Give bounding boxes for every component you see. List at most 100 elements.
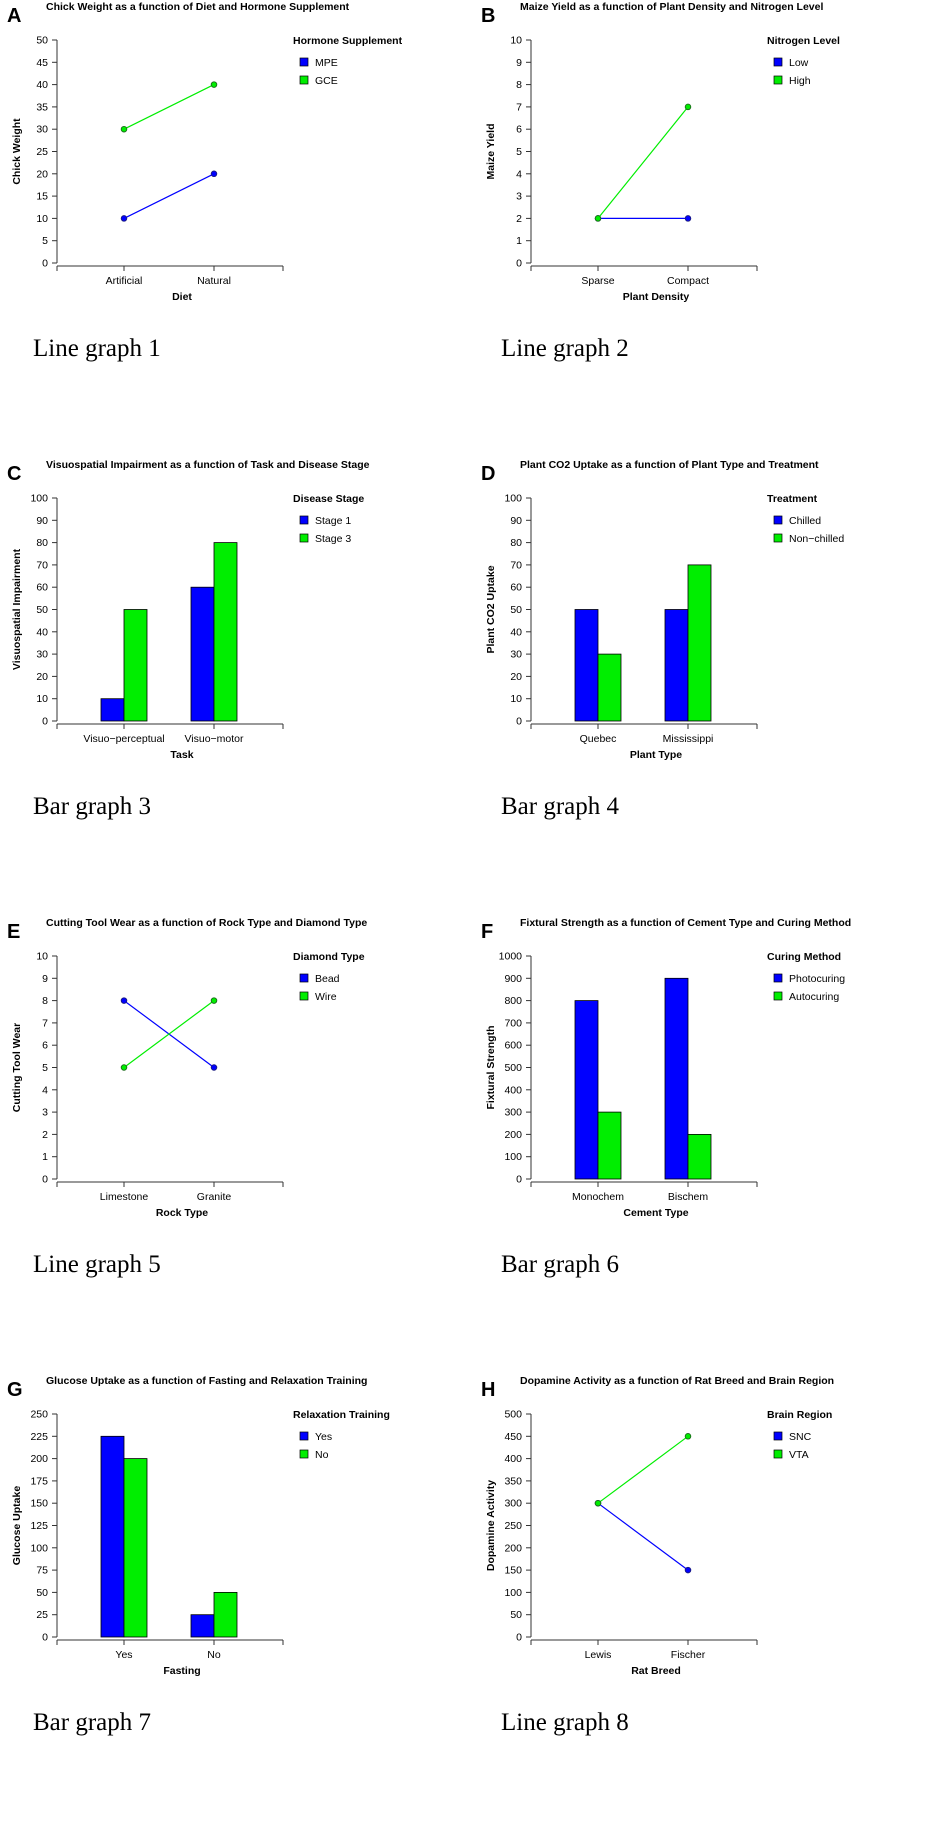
chart-panel-g: G Glucose Uptake as a function of Fasting… <box>0 1374 474 1832</box>
bar-f-s1-c1 <box>574 1000 599 1180</box>
y-axis-label: Maize Yield <box>485 123 497 179</box>
x-tick-label: No <box>207 1649 221 1661</box>
point-e-s2-c2 <box>210 997 218 1004</box>
x-axis-label: Rock Type <box>156 1207 208 1219</box>
y-tick-label: 20 <box>510 671 522 683</box>
legend-swatch-2 <box>773 1449 783 1459</box>
y-tick-label: 150 <box>30 1498 48 1510</box>
legend-swatch-1 <box>299 515 309 525</box>
legend-label: High <box>789 75 811 87</box>
legend-swatch-1 <box>773 515 783 525</box>
x-axis-label: Plant Type <box>630 749 682 761</box>
y-tick-label: 75 <box>36 1565 48 1577</box>
y-tick-label: 25 <box>36 1609 48 1621</box>
y-axis-label: Cutting Tool Wear <box>11 1023 23 1112</box>
y-tick-label: 9 <box>42 973 48 985</box>
chart-title: Cutting Tool Wear as a function of Rock … <box>46 917 367 929</box>
bar-g-s2-c2 <box>213 1591 238 1638</box>
y-tick-label: 3 <box>516 191 522 203</box>
y-tick-label: 0 <box>516 1632 522 1644</box>
y-tick-label: 5 <box>516 146 522 158</box>
x-tick-label: Visuo−perceptual <box>83 733 164 745</box>
bar-d-s1-c1 <box>574 609 599 722</box>
series-line-1 <box>123 173 215 219</box>
y-tick-label: 200 <box>504 1129 522 1141</box>
x-axis-label: Fasting <box>163 1665 200 1677</box>
y-tick-label: 5 <box>42 1062 48 1074</box>
chart-panel-h: H Dopamine Activity as a function of Rat … <box>474 1374 948 1832</box>
y-tick-label: 90 <box>36 515 48 527</box>
chart-panel-a: A Chick Weight as a function of Diet and … <box>0 0 474 458</box>
legend-swatch-2 <box>773 533 783 543</box>
bar-g-s2-c1 <box>123 1458 148 1638</box>
y-tick-label: 30 <box>510 649 522 661</box>
chart-svg: G Glucose Uptake as a function of Fasting… <box>7 1375 390 1736</box>
legend-title: Brain Region <box>767 1409 832 1421</box>
figure-caption: Line graph 5 <box>33 1251 161 1278</box>
legend-swatch-1 <box>773 973 783 983</box>
legend-label: No <box>315 1449 329 1461</box>
x-tick-label: Quebec <box>580 733 617 745</box>
legend-title: Disease Stage <box>293 493 364 505</box>
x-tick-label: Lewis <box>585 1649 612 1661</box>
y-tick-label: 7 <box>42 1017 48 1029</box>
y-tick-label: 0 <box>42 258 48 270</box>
chart-svg: E Cutting Tool Wear as a function of Rock… <box>7 917 367 1278</box>
y-tick-label: 40 <box>510 626 522 638</box>
y-tick-label: 100 <box>504 1151 522 1163</box>
chart-title: Glucose Uptake as a function of Fasting … <box>46 1375 367 1387</box>
legend-label: Low <box>789 57 809 69</box>
figure-caption: Bar graph 4 <box>501 793 620 820</box>
x-axis-label: Plant Density <box>623 291 690 303</box>
figure-caption: Line graph 2 <box>501 335 629 362</box>
y-tick-label: 60 <box>36 582 48 594</box>
legend-label: Stage 3 <box>315 533 351 545</box>
legend-title: Curing Method <box>767 951 841 963</box>
chart-panel-c: C Visuospatial Impairment as a function o… <box>0 458 474 916</box>
point-a-s2-c2 <box>210 81 218 88</box>
chart-panel-e: E Cutting Tool Wear as a function of Rock… <box>0 916 474 1374</box>
legend-label: Wire <box>315 991 337 1003</box>
y-tick-label: 500 <box>504 1409 522 1421</box>
point-b-s1-c2 <box>684 215 692 222</box>
y-tick-label: 10 <box>510 35 522 47</box>
chart-title: Dopamine Activity as a function of Rat B… <box>520 1375 834 1387</box>
y-tick-label: 300 <box>504 1107 522 1119</box>
bar-f-s1-c2 <box>664 977 689 1180</box>
y-tick-label: 20 <box>36 671 48 683</box>
y-tick-label: 450 <box>504 1431 522 1443</box>
x-tick-label: Mississippi <box>663 733 714 745</box>
y-axis-label: Chick Weight <box>11 118 23 185</box>
y-tick-label: 50 <box>36 1587 48 1599</box>
y-tick-label: 900 <box>504 973 522 985</box>
series-line-2 <box>597 1435 689 1504</box>
legend-swatch-2 <box>299 75 309 85</box>
y-tick-label: 2 <box>42 1129 48 1141</box>
y-tick-label: 250 <box>504 1520 522 1532</box>
y-tick-label: 150 <box>504 1565 522 1577</box>
legend-swatch-2 <box>299 991 309 1001</box>
y-tick-label: 5 <box>42 235 48 247</box>
y-tick-label: 800 <box>504 995 522 1007</box>
y-tick-label: 100 <box>504 1587 522 1599</box>
y-tick-label: 8 <box>516 79 522 91</box>
x-tick-label: Granite <box>197 1191 232 1203</box>
y-tick-label: 250 <box>30 1409 48 1421</box>
figure-caption: Line graph 1 <box>33 335 161 362</box>
legend-swatch-2 <box>773 75 783 85</box>
y-axis-label: Fixtural Strength <box>485 1025 497 1109</box>
y-tick-label: 70 <box>510 559 522 571</box>
series-line-2 <box>123 84 215 130</box>
bar-c-s2-c1 <box>123 609 148 722</box>
y-tick-label: 0 <box>42 1174 48 1186</box>
y-tick-label: 0 <box>42 1632 48 1644</box>
y-tick-label: 90 <box>510 515 522 527</box>
figure-caption: Bar graph 7 <box>33 1709 151 1736</box>
y-tick-label: 45 <box>36 57 48 69</box>
y-tick-label: 6 <box>42 1040 48 1052</box>
y-tick-label: 225 <box>30 1431 48 1443</box>
y-tick-label: 50 <box>36 35 48 47</box>
y-tick-label: 100 <box>504 493 522 505</box>
y-tick-label: 1 <box>516 235 522 247</box>
y-tick-label: 80 <box>36 537 48 549</box>
